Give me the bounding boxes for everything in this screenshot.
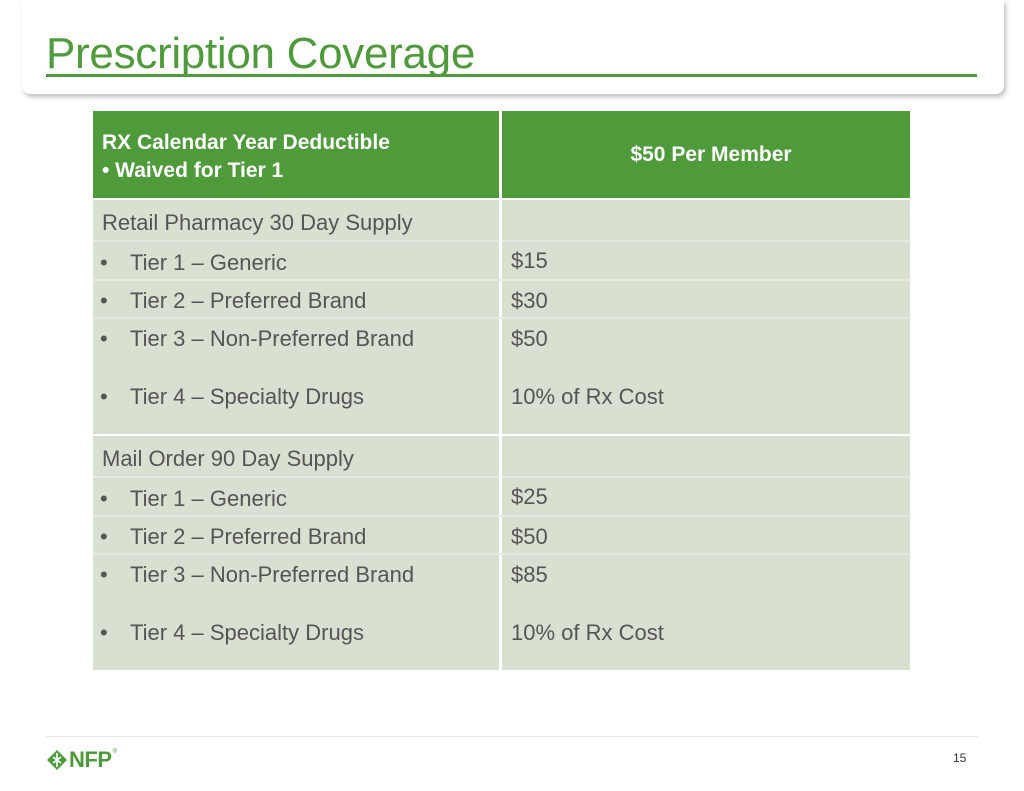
deductible-amount: $50 Per Member [630,142,792,166]
bullet: • [100,326,108,351]
row-divider [93,553,910,555]
tier-label: Tier 1 – Generic [130,486,287,511]
copay-value: $50 [511,326,548,351]
tier-label: Tier 3 – Non-Preferred Brand [130,562,415,587]
registered-mark: ® [112,749,117,755]
title-banner [22,0,1004,94]
retail-section: Retail Pharmacy 30 Day Supply • Tier 1 –… [93,200,910,434]
section-title: Mail Order 90 Day Supply [102,446,354,471]
copay-value: $15 [511,248,548,273]
logo-text: NFP [69,747,112,772]
deductible-amount-cell: $50 Per Member [502,111,910,198]
tier-label: Tier 4 – Specialty Drugs [130,384,364,409]
copay-value: $85 [511,562,548,587]
tier-label: Tier 4 – Specialty Drugs [130,620,364,645]
nfp-logo: NFP ® [46,749,117,771]
nfp-leaf-icon [47,750,67,770]
bullet: • [100,486,108,511]
row-divider [93,279,910,281]
copay-value: $25 [511,484,548,509]
tier-label: Tier 1 – Generic [130,250,287,275]
mail-order-section: Mail Order 90 Day Supply • Tier 1 – Gene… [93,436,910,670]
bullet: • [100,288,108,313]
deductible-header-cell: RX Calendar Year Deductible • Waived for… [93,111,499,198]
title-underline [46,74,977,77]
bullet: • [100,384,108,409]
bullet: • [100,250,108,275]
tier-label: Tier 3 – Non-Preferred Brand [130,326,415,351]
table-header-row: RX Calendar Year Deductible • Waived for… [93,111,910,198]
copay-value: 10% of Rx Cost [511,384,664,409]
row-divider [502,476,910,478]
bullet: • [100,524,108,549]
deductible-waiver-note: • Waived for Tier 1 [102,159,284,182]
copay-value: $30 [511,288,548,313]
tier-label: Tier 2 – Preferred Brand [130,524,367,549]
row-divider [93,515,910,517]
bullet: • [100,620,108,645]
bullet: • [100,562,108,587]
copay-value: 10% of Rx Cost [511,620,664,645]
row-divider [93,476,499,478]
footer-divider [46,736,978,737]
row-divider [502,240,910,242]
section-title: Retail Pharmacy 30 Day Supply [102,210,413,235]
row-divider [93,317,910,319]
deductible-label: RX Calendar Year Deductible [102,131,390,154]
row-divider [93,240,499,242]
page-number: 15 [953,751,967,765]
tier-label: Tier 2 – Preferred Brand [130,288,367,313]
copay-value: $50 [511,524,548,549]
page-title: Prescription Coverage [46,29,476,78]
